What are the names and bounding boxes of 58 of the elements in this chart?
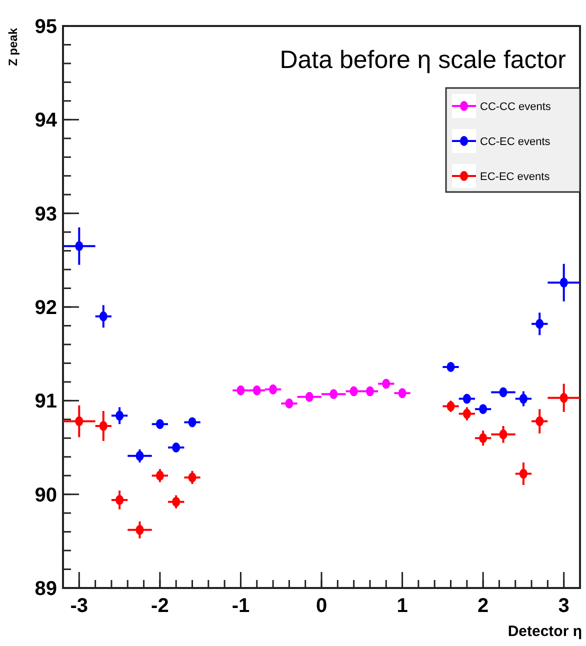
x-tick-label: 1 xyxy=(396,595,408,617)
point xyxy=(519,394,528,404)
text: Data before η scale factor xyxy=(280,46,566,74)
y-tick-label: 91 xyxy=(34,390,57,413)
legend-label: EC-EC events xyxy=(480,170,550,183)
point xyxy=(536,416,544,426)
point xyxy=(350,386,358,396)
y-tick-label: 89 xyxy=(34,578,57,600)
point xyxy=(382,378,390,389)
point xyxy=(116,494,124,505)
point xyxy=(366,386,374,396)
point xyxy=(519,468,528,479)
point xyxy=(136,524,144,535)
point xyxy=(330,389,338,400)
y-tick-label: 93 xyxy=(34,203,57,226)
point xyxy=(462,408,471,419)
x-tick-label: 2 xyxy=(478,595,489,617)
point xyxy=(75,241,84,252)
point xyxy=(156,419,164,430)
point xyxy=(398,388,406,398)
y-axis-title: Z peak xyxy=(6,28,20,66)
point xyxy=(188,472,196,482)
point xyxy=(188,417,196,428)
point xyxy=(560,392,568,403)
x-tick-label: -2 xyxy=(151,595,169,617)
legend-label: CC-EC events xyxy=(480,136,551,148)
y-tick-label: 95 xyxy=(34,16,57,38)
point xyxy=(172,442,180,452)
point xyxy=(560,278,568,288)
point xyxy=(462,394,471,404)
point xyxy=(252,385,261,396)
point xyxy=(116,410,124,421)
point xyxy=(75,416,84,426)
x-tick-label: -3 xyxy=(70,595,88,617)
point xyxy=(446,362,455,372)
point xyxy=(446,401,455,412)
point xyxy=(99,420,108,431)
point xyxy=(536,318,544,329)
point xyxy=(479,433,488,444)
y-tick-label: 94 xyxy=(34,110,58,132)
point xyxy=(236,385,245,396)
point xyxy=(499,387,508,398)
x-tick-label: 0 xyxy=(316,595,328,617)
point xyxy=(269,384,278,394)
x-tick-label: -1 xyxy=(232,595,250,617)
point xyxy=(136,450,144,461)
point xyxy=(99,311,108,322)
x-tick-label: 3 xyxy=(558,595,570,617)
y-tick-label: 90 xyxy=(34,484,57,506)
point xyxy=(285,398,294,408)
point xyxy=(479,404,488,414)
point xyxy=(305,392,314,402)
legend-label: CC-CC events xyxy=(480,100,552,113)
point xyxy=(499,429,508,440)
point xyxy=(172,496,180,507)
x-axis-title: Detector η xyxy=(508,623,582,640)
y-tick-label: 92 xyxy=(34,297,57,319)
point xyxy=(156,470,164,481)
